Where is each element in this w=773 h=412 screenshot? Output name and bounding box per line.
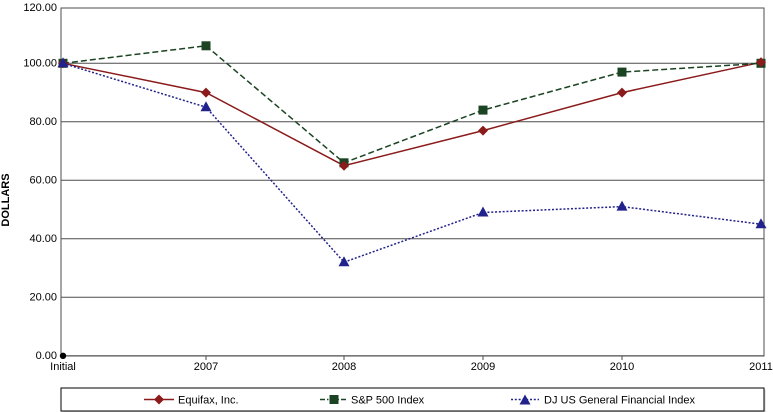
svg-text:100.00: 100.00: [23, 58, 57, 70]
svg-text:2011: 2011: [749, 361, 773, 373]
svg-text:DJ US General Financial Index: DJ US General Financial Index: [544, 395, 696, 407]
svg-text:120.00: 120.00: [23, 2, 57, 14]
svg-text:2009: 2009: [471, 361, 495, 373]
svg-text:S&P 500 Index: S&P 500 Index: [351, 395, 425, 407]
svg-text:2010: 2010: [610, 361, 634, 373]
svg-text:20.00: 20.00: [29, 292, 57, 304]
svg-text:80.00: 80.00: [29, 116, 57, 128]
svg-text:60.00: 60.00: [29, 175, 57, 187]
svg-text:2007: 2007: [194, 361, 218, 373]
svg-text:2008: 2008: [332, 361, 356, 373]
svg-text:40.00: 40.00: [29, 233, 57, 245]
svg-text:Equifax, Inc.: Equifax, Inc.: [178, 395, 239, 407]
svg-text:Initial: Initial: [50, 361, 76, 373]
svg-text:DOLLARS: DOLLARS: [0, 173, 12, 226]
